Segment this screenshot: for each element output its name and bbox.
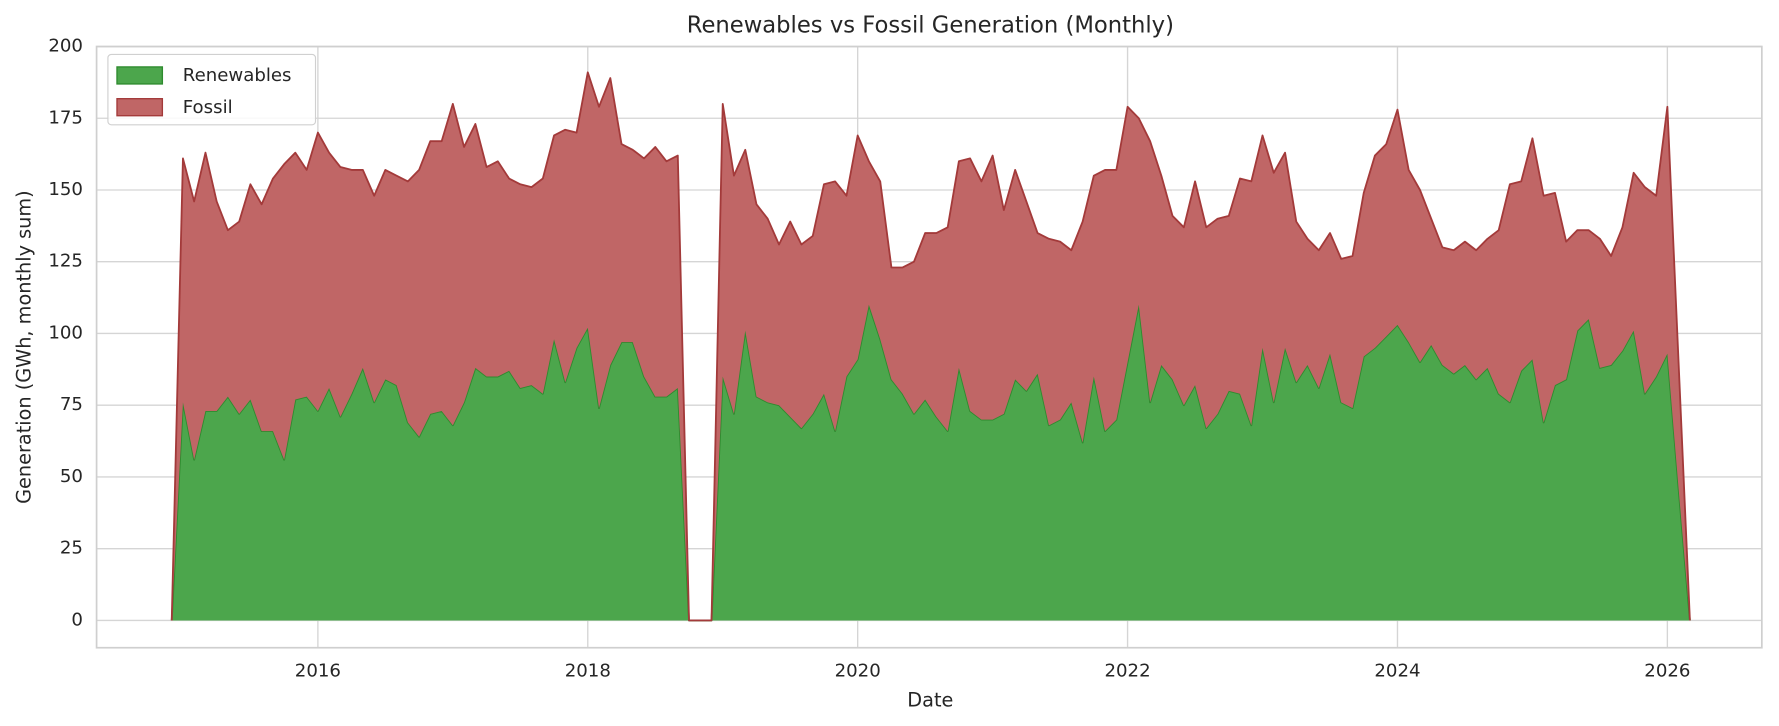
area-edge xyxy=(170,71,1691,622)
chart-title: Renewables vs Fossil Generation (Monthly… xyxy=(687,13,1174,39)
y-tick-label: 75 xyxy=(60,394,83,415)
legend: Renewables Fossil xyxy=(107,53,317,126)
y-tick-label: 25 xyxy=(60,538,83,559)
y-tick-label: 175 xyxy=(48,107,83,128)
area xyxy=(171,72,1690,621)
y-tick-label: 200 xyxy=(48,36,83,57)
y-tick-label: 100 xyxy=(48,322,83,343)
area xyxy=(171,304,1690,621)
y-tick-label: 50 xyxy=(60,466,83,487)
axes-frame xyxy=(95,45,1763,649)
y-tick-label: 0 xyxy=(71,609,83,630)
axes: 0 25 50 75 100 125 150 175 200 2016 2018 2020 2022 20… xyxy=(48,36,1763,682)
x-tick-label: 2026 xyxy=(1644,661,1690,682)
x-tick-label: 2018 xyxy=(565,661,611,682)
legend-label: Fossil xyxy=(183,97,233,118)
legend-swatch xyxy=(116,66,164,85)
x-tick-label: 2022 xyxy=(1104,661,1150,682)
y-tick-label: 150 xyxy=(48,179,83,200)
legend-swatch xyxy=(116,98,164,117)
plot-area xyxy=(170,71,1691,622)
y-axis-label: Generation (GWh, monthly sum) xyxy=(13,190,36,504)
x-tick-label: 2024 xyxy=(1374,661,1420,682)
x-tick-label: 2020 xyxy=(835,661,881,682)
legend-label: Renewables xyxy=(183,65,292,86)
x-tick-label: 2016 xyxy=(295,661,341,682)
x-axis-label: Date xyxy=(907,689,953,712)
y-tick-label: 125 xyxy=(48,251,83,272)
